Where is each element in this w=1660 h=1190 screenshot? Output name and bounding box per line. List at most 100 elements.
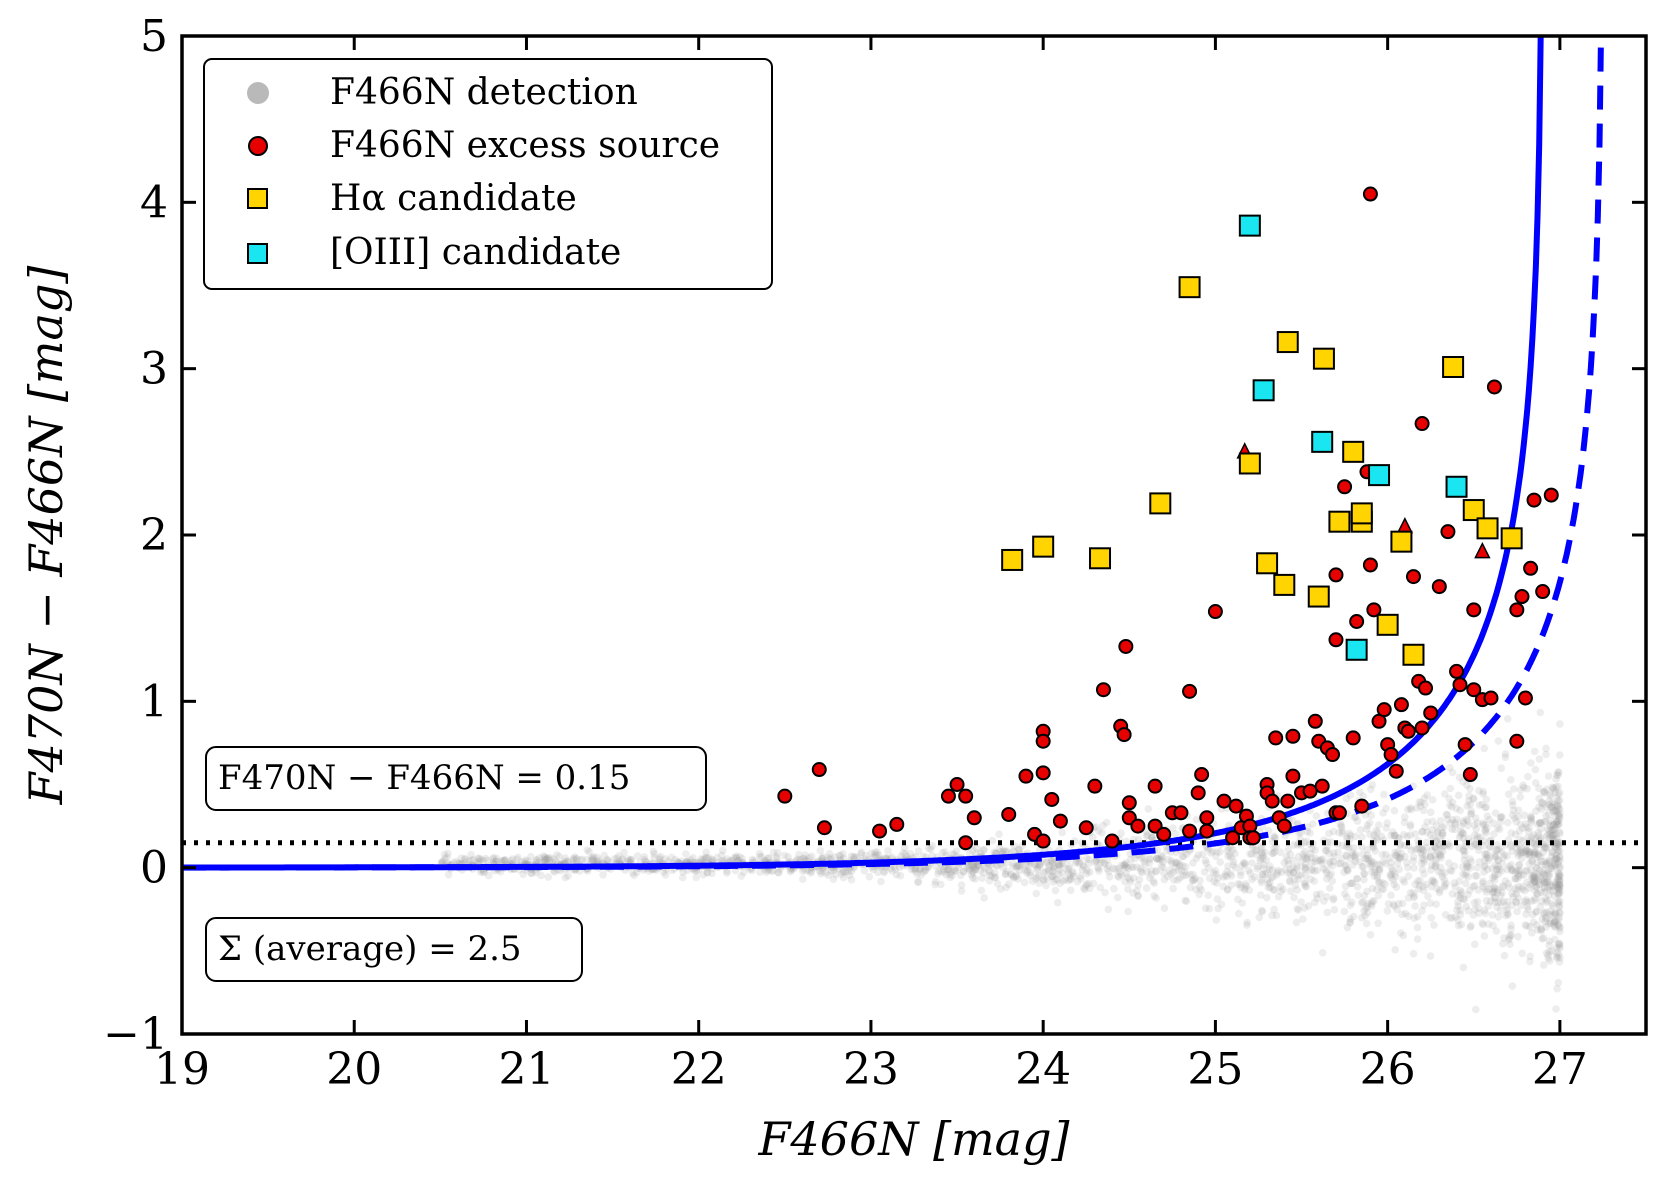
detection-point — [1454, 916, 1462, 924]
detection-point — [1014, 846, 1023, 854]
detection-point — [491, 857, 500, 866]
detection-point — [1261, 870, 1270, 878]
detection-point — [1351, 854, 1360, 862]
detection-point — [940, 865, 948, 874]
detection-point — [1390, 880, 1398, 889]
detection-point — [1311, 846, 1319, 855]
detection-point — [1491, 871, 1499, 879]
detection-point — [969, 863, 977, 872]
detection-point — [1418, 850, 1426, 859]
detection-point — [1373, 871, 1382, 880]
detection-point — [1504, 910, 1512, 919]
detection-point — [1297, 858, 1305, 867]
excess-source-point — [1418, 680, 1434, 696]
detection-point — [1147, 870, 1156, 879]
detection-point — [1539, 848, 1547, 857]
detection-point — [1473, 863, 1481, 872]
detection-point — [1466, 923, 1475, 932]
detection-point — [1427, 914, 1436, 922]
detection-point — [1530, 850, 1538, 859]
detection-point — [1531, 848, 1540, 856]
detection-point — [1493, 824, 1502, 832]
detection-point — [1311, 858, 1319, 866]
detection-point — [1289, 841, 1298, 849]
detection-point — [1497, 813, 1505, 821]
detection-point — [1556, 881, 1564, 889]
detection-point — [1387, 891, 1395, 899]
detection-point — [1325, 871, 1334, 880]
detection-point — [1493, 845, 1501, 854]
detection-point — [1555, 838, 1564, 846]
detection-point — [1504, 835, 1513, 844]
detection-point — [1204, 864, 1213, 872]
detection-point — [1133, 863, 1141, 872]
detection-point — [914, 878, 922, 887]
detection-point — [1420, 858, 1428, 867]
detection-point — [1451, 820, 1459, 828]
detection-point — [1236, 868, 1245, 876]
halpha-candidate-point — [1328, 510, 1351, 533]
detection-point — [831, 853, 839, 861]
detection-point — [1491, 853, 1500, 861]
detection-point — [807, 867, 816, 876]
detection-point — [1446, 801, 1454, 810]
detection-point — [1456, 894, 1465, 902]
detection-point — [1312, 812, 1321, 820]
detection-point — [1071, 859, 1080, 867]
detection-point — [1465, 797, 1473, 805]
detection-point — [1121, 863, 1129, 872]
detection-point — [1555, 877, 1563, 886]
detection-point — [1554, 875, 1563, 884]
detection-point — [1524, 772, 1532, 781]
detection-point — [1329, 857, 1338, 866]
detection-point — [1381, 850, 1390, 859]
detection-point — [1034, 871, 1043, 880]
detection-point — [1537, 888, 1545, 897]
detection-point — [1546, 883, 1554, 891]
detection-point — [1048, 859, 1057, 868]
detection-point — [1495, 865, 1504, 874]
detection-point — [1373, 874, 1381, 882]
detection-point — [624, 855, 632, 863]
detection-point — [1266, 879, 1274, 887]
detection-point — [1422, 838, 1431, 847]
excess-source-point — [1526, 492, 1542, 508]
detection-point — [1513, 907, 1521, 916]
detection-point — [1270, 848, 1279, 856]
detection-point — [1450, 862, 1459, 870]
detection-point — [1217, 900, 1226, 909]
detection-point — [1406, 889, 1415, 897]
detection-point — [1147, 833, 1156, 841]
detection-point — [1556, 856, 1564, 865]
detection-point — [900, 844, 909, 852]
detection-point — [1395, 834, 1403, 843]
detection-point — [1534, 850, 1543, 859]
detection-point — [1427, 846, 1436, 855]
detection-point — [490, 857, 498, 866]
detection-point — [1532, 907, 1541, 916]
detection-point — [1531, 850, 1539, 859]
detection-point — [819, 852, 827, 861]
detection-point — [1179, 852, 1188, 861]
detection-point — [521, 856, 530, 864]
excess-source-point — [966, 810, 982, 826]
detection-point — [857, 848, 866, 857]
detection-point — [1540, 866, 1549, 875]
detection-point — [1547, 802, 1556, 811]
detection-point — [1258, 906, 1266, 915]
detection-point — [1546, 821, 1555, 829]
detection-point — [1373, 860, 1381, 869]
detection-point — [1535, 803, 1543, 811]
detection-point — [1056, 862, 1064, 870]
detection-point — [1246, 850, 1254, 858]
detection-point — [1504, 790, 1513, 799]
detection-point — [1513, 874, 1522, 883]
detection-point — [1465, 792, 1473, 800]
detection-point — [1016, 866, 1024, 875]
halpha-candidate-point — [1001, 548, 1024, 571]
detection-point — [1374, 891, 1383, 900]
detection-point — [1445, 859, 1453, 867]
detection-point — [1529, 918, 1538, 927]
detection-point — [1007, 871, 1016, 879]
detection-point — [748, 855, 757, 864]
